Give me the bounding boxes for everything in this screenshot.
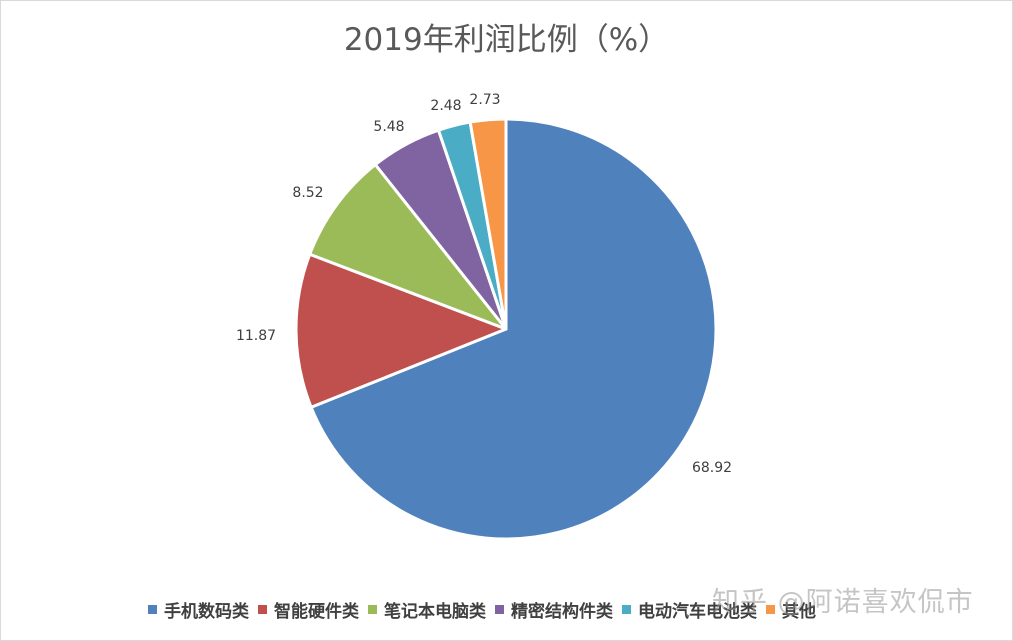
legend-marker-icon — [495, 605, 504, 614]
legend-marker-icon — [622, 605, 631, 614]
pie-slice — [468, 117, 508, 331]
pie-slice — [309, 117, 718, 541]
chart-title: 2019年利润比例（%） — [343, 22, 670, 58]
legend-marker-icon — [258, 605, 267, 614]
pie-slice — [294, 252, 508, 409]
pie-slice — [308, 163, 508, 331]
legend: 手机数码类 智能硬件类 笔记本电脑类 精密结构件类 电动汽车电池类 其他 — [148, 597, 825, 622]
legend-label: 笔记本电脑类 — [384, 602, 486, 622]
legend-label: 手机数码类 — [164, 602, 249, 622]
legend-item: 电动汽车电池类 — [622, 597, 757, 622]
data-labels: 68.92 11.87 8.52 5.48 2.48 2.73 — [236, 92, 732, 476]
legend-item: 智能硬件类 — [258, 597, 359, 622]
legend-label: 其他 — [782, 602, 816, 622]
data-label: 5.48 — [373, 119, 404, 135]
watermark: 知乎 @阿诺喜欢侃市 — [712, 587, 974, 618]
legend-marker-icon — [766, 605, 775, 614]
legend-item: 其他 — [766, 597, 816, 622]
data-label: 11.87 — [236, 328, 276, 344]
legend-marker-icon — [368, 605, 377, 614]
data-label: 68.92 — [692, 460, 732, 476]
legend-item: 精密结构件类 — [495, 597, 613, 622]
legend-label: 智能硬件类 — [274, 602, 359, 622]
data-label: 2.48 — [430, 98, 461, 114]
legend-marker-icon — [148, 605, 157, 614]
legend-label: 电动汽车电池类 — [638, 602, 757, 622]
legend-label: 精密结构件类 — [511, 602, 613, 622]
data-label: 8.52 — [292, 185, 323, 201]
pie-slices — [294, 117, 718, 541]
legend-item: 笔记本电脑类 — [368, 597, 486, 622]
legend-item: 手机数码类 — [148, 597, 249, 622]
data-label: 2.73 — [469, 92, 500, 108]
